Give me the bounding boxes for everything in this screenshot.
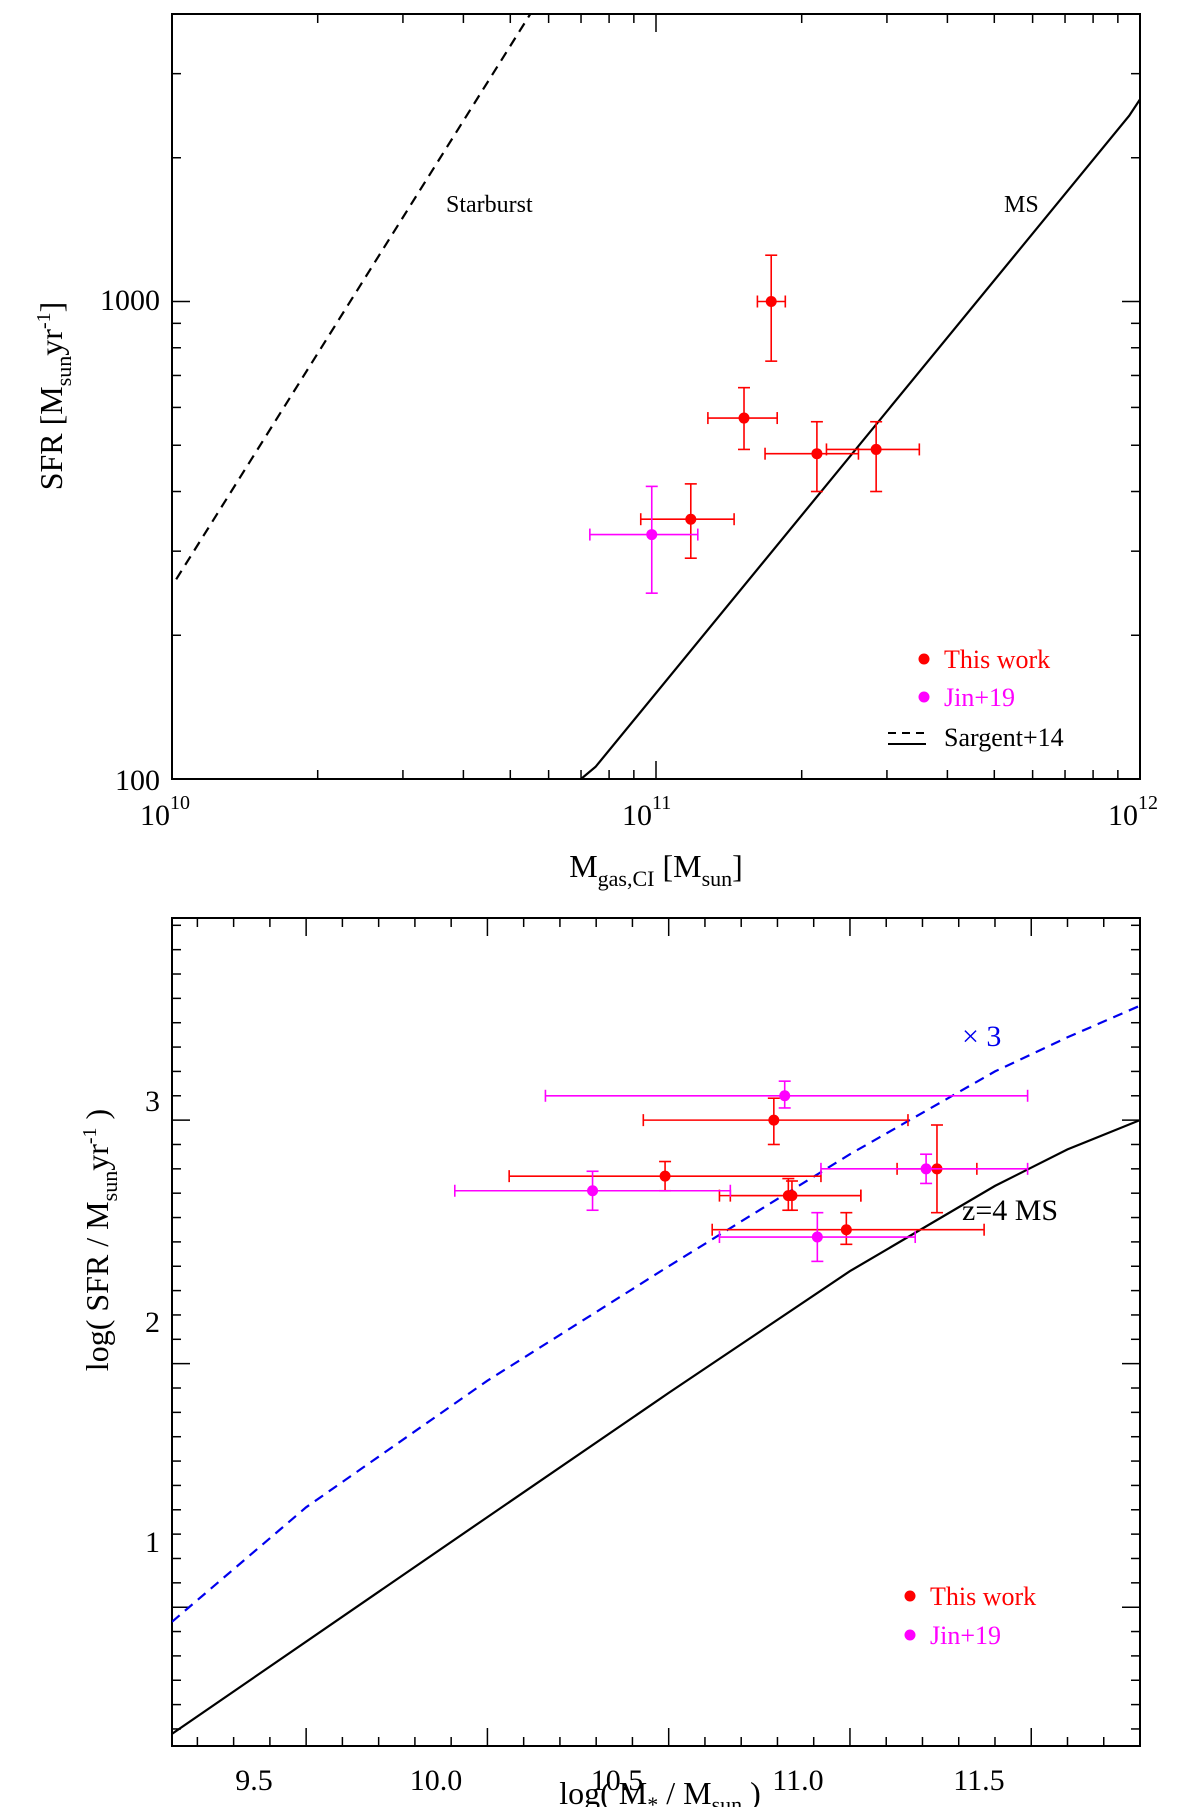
this-work-point <box>782 1190 794 1202</box>
ms-label: MS <box>1004 192 1039 218</box>
ms-line <box>580 98 1140 779</box>
this-work-point <box>765 295 777 307</box>
jin-19-point <box>811 1231 823 1243</box>
top-yaxis-title: SFR [Msunyr-1] <box>33 302 76 491</box>
top-ytick-label: 1000 <box>100 284 160 317</box>
bottom-ytick-label: 3 <box>145 1085 160 1118</box>
bottom-legend: This work Jin+19 <box>904 1582 1036 1650</box>
top-legend: This work Jin+19 Sargent+14 <box>888 645 1064 752</box>
top-major-ticks <box>171 14 1141 780</box>
bottom-ytick-label: 1 <box>145 1526 160 1559</box>
legend-label-sargent14: Sargent+14 <box>944 723 1064 752</box>
this-work-point <box>870 443 882 455</box>
legend-label-this-work: This work <box>930 1582 1036 1611</box>
top-panel: 1000 100 1010 1011 1012 Mgas,CI [Msun] S… <box>33 13 1158 891</box>
legend-marker-this-work <box>904 1590 916 1602</box>
starburst-line <box>175 14 532 580</box>
z4-ms-label: z=4 MS <box>962 1194 1058 1227</box>
legend-label-this-work: This work <box>944 645 1050 674</box>
bottom-data-points <box>453 1080 1029 1263</box>
legend-marker-this-work <box>918 653 930 665</box>
legend-marker-jin19 <box>918 691 930 703</box>
bottom-yaxis-title: log( SFR / Msunyr-1 ) <box>79 1109 122 1371</box>
legend-label-jin19: Jin+19 <box>930 1621 1001 1650</box>
bottom-model-lines <box>172 1004 1140 1735</box>
this-work-point <box>738 412 750 424</box>
legend-marker-jin19 <box>904 1629 916 1641</box>
top-xtick-label: 1010 <box>140 792 190 832</box>
top-model-lines <box>175 14 1140 779</box>
starburst-label: Starburst <box>446 192 533 218</box>
top-xtick-label: 1012 <box>1108 792 1158 832</box>
jin-19-point <box>587 1185 599 1197</box>
times-three-label: × 3 <box>962 1020 1001 1053</box>
3-line <box>172 1004 1140 1623</box>
bottom-xaxis-title: log( M* / Msun ) <box>559 1775 761 1807</box>
this-work-point <box>768 1114 780 1126</box>
top-data-points <box>589 254 921 594</box>
jin-19-point <box>646 529 658 541</box>
bottom-minor-ticks <box>172 918 1141 1746</box>
bottom-xtick-label: 11.0 <box>772 1764 823 1797</box>
bottom-ytick-label: 2 <box>145 1306 160 1339</box>
legend-label-jin19: Jin+19 <box>944 683 1015 712</box>
bottom-xtick-label: 10.5 <box>591 1764 644 1797</box>
this-work-point <box>685 513 697 525</box>
jin-19-point <box>779 1090 791 1102</box>
bottom-xtick-label: 10.0 <box>410 1764 463 1797</box>
bottom-xtick-label: 11.5 <box>953 1764 1004 1797</box>
top-ytick-label: 100 <box>115 764 160 797</box>
z-4-ms-line <box>172 1119 1140 1735</box>
bottom-plot-frame <box>171 917 1141 1747</box>
jin-19-point <box>920 1163 932 1175</box>
top-xtick-label: 1011 <box>622 792 671 832</box>
top-minor-ticks <box>172 13 1140 779</box>
top-xaxis-title: Mgas,CI [Msun] <box>569 848 743 891</box>
bottom-panel: 1 2 3 9.5 10.0 10.5 11.0 11.5 log( M* / … <box>79 917 1141 1807</box>
this-work-point <box>840 1224 852 1236</box>
this-work-point <box>659 1170 671 1182</box>
this-work-point <box>811 448 823 460</box>
bottom-xtick-label: 9.5 <box>235 1764 273 1797</box>
